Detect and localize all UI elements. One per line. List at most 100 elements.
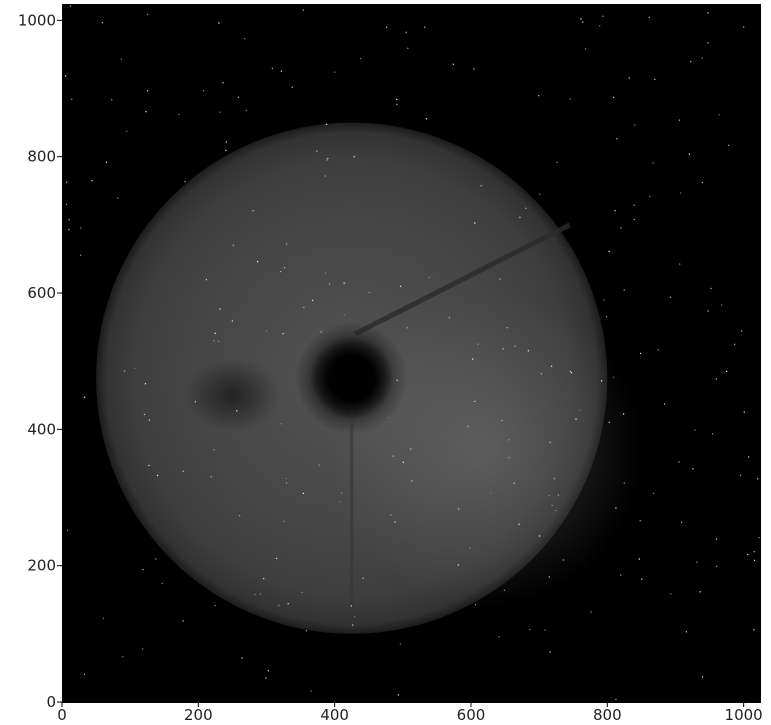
y-tick-label: 600	[27, 284, 56, 302]
image-layer	[65, 5, 760, 700]
noise-speck	[84, 396, 86, 398]
noise-speck	[254, 593, 256, 596]
noise-speck	[692, 468, 694, 470]
noise-speck	[474, 400, 476, 403]
noise-speck	[218, 340, 220, 343]
noise-speck	[362, 577, 364, 579]
noise-speck	[711, 433, 714, 435]
noise-speck	[280, 423, 282, 425]
noise-speck	[654, 78, 656, 81]
dark-blob	[184, 357, 281, 433]
noise-speck	[715, 378, 717, 380]
noise-speck	[569, 98, 571, 100]
noise-speck	[68, 219, 70, 221]
noise-speck	[83, 673, 86, 675]
noise-speck	[753, 551, 755, 553]
x-tick-label: 1000	[725, 706, 763, 724]
noise-speck	[480, 185, 482, 187]
noise-speck	[123, 370, 126, 372]
noise-speck	[146, 90, 149, 92]
noise-speck	[616, 138, 618, 140]
noise-speck	[282, 333, 284, 335]
noise-speck	[214, 332, 216, 334]
noise-speck	[477, 343, 479, 345]
noise-speck	[508, 439, 510, 441]
noise-speck	[302, 9, 304, 11]
noise-speck	[557, 494, 560, 496]
noise-speck	[155, 558, 157, 560]
noise-speck	[544, 629, 546, 631]
noise-speck	[678, 119, 680, 121]
beam-stop-hole	[310, 336, 394, 420]
noise-speck	[102, 617, 105, 619]
noise-speck	[334, 71, 336, 73]
noise-speck	[580, 18, 582, 20]
noise-speck	[320, 331, 322, 333]
noise-speck	[652, 162, 654, 164]
noise-speck	[551, 504, 553, 507]
noise-speck	[503, 589, 506, 591]
noise-speck	[386, 26, 388, 28]
noise-speck	[513, 482, 515, 484]
noise-speck	[678, 461, 680, 463]
noise-speck	[390, 514, 392, 516]
noise-speck	[584, 48, 587, 50]
noise-speck	[641, 578, 643, 580]
noise-speck	[241, 657, 243, 659]
noise-speck	[424, 26, 426, 28]
noise-speck	[620, 227, 622, 229]
noise-speck	[388, 417, 390, 419]
noise-speck	[353, 156, 355, 158]
noise-speck	[499, 278, 501, 280]
noise-speck	[553, 478, 556, 480]
diagonal-streak	[353, 222, 571, 337]
noise-speck	[448, 317, 450, 319]
x-tick-label: 0	[57, 706, 67, 724]
noise-speck	[688, 153, 690, 155]
noise-speck	[525, 207, 527, 209]
noise-speck	[144, 383, 147, 385]
noise-speck	[252, 210, 254, 212]
noise-speck	[502, 348, 504, 350]
noise-speck	[396, 98, 398, 101]
noise-speck	[219, 111, 221, 113]
noise-speck	[474, 222, 476, 224]
noise-speck	[406, 327, 408, 329]
noise-speck	[122, 656, 124, 658]
noise-speck	[725, 370, 728, 373]
noise-speck	[614, 210, 616, 212]
noise-speck	[105, 161, 108, 163]
noise-speck	[182, 620, 184, 622]
noise-speck	[696, 561, 698, 563]
noise-speck	[325, 123, 328, 125]
x-tick-label: 400	[320, 706, 349, 724]
noise-speck	[715, 538, 718, 540]
x-tick-label: 600	[457, 706, 486, 724]
noise-speck	[91, 180, 93, 182]
noise-speck	[407, 47, 409, 49]
noise-speck	[311, 299, 314, 302]
noise-speck	[287, 603, 289, 605]
noise-speck	[303, 306, 305, 309]
noise-speck	[145, 111, 147, 113]
noise-speck	[126, 130, 128, 132]
noise-speck	[71, 98, 73, 100]
noise-speck	[263, 578, 265, 580]
noise-speck	[343, 282, 345, 284]
noise-speck	[747, 553, 749, 556]
noise-speck	[259, 593, 262, 595]
noise-speck	[101, 22, 104, 24]
noise-speck	[622, 413, 625, 415]
noise-speck	[285, 482, 288, 484]
noise-speck	[663, 403, 666, 405]
noise-speck	[539, 193, 541, 195]
noise-speck	[222, 82, 224, 84]
noise-speck	[265, 330, 268, 332]
noise-speck	[410, 448, 412, 450]
noise-speck	[343, 314, 345, 316]
noise-speck	[690, 61, 692, 63]
noise-speck	[302, 492, 305, 495]
noise-speck	[79, 254, 82, 256]
noise-speck	[283, 520, 285, 523]
